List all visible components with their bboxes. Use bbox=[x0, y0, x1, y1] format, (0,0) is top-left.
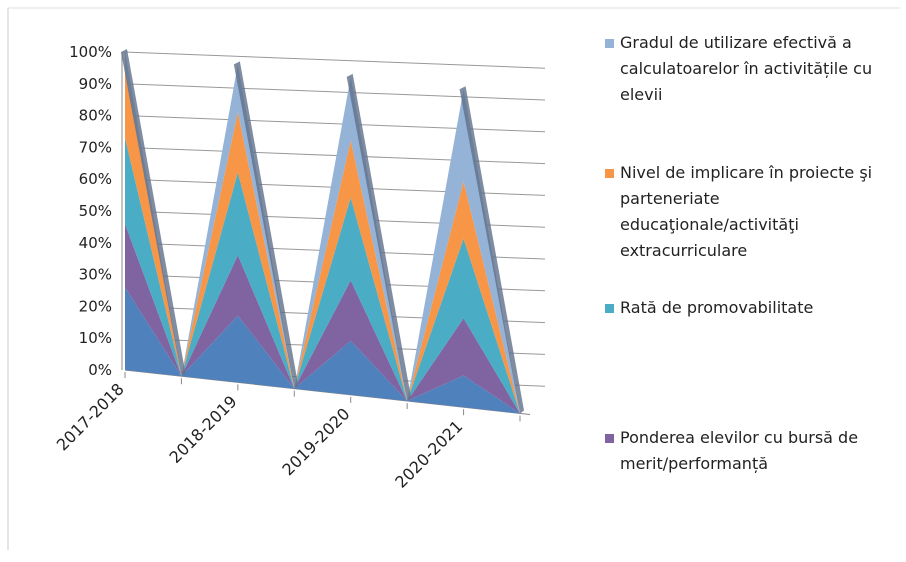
y-tick-label: 40% bbox=[79, 234, 112, 252]
x-tick-label: 2019-2020 bbox=[278, 404, 353, 479]
y-tick-label: 20% bbox=[79, 297, 112, 315]
legend-item: Nivel de implicare în proiecte şi parten… bbox=[605, 160, 895, 264]
legend-label: Gradul de utilizare efectivă a calculato… bbox=[620, 33, 873, 104]
legend-label: Rată de promovabilitate bbox=[620, 298, 814, 317]
legend-swatch bbox=[605, 39, 614, 48]
y-tick-label: 0% bbox=[88, 361, 112, 379]
x-tick-label: 2017-2018 bbox=[53, 379, 128, 454]
legend-swatch bbox=[605, 304, 614, 313]
y-tick-label: 70% bbox=[79, 138, 112, 156]
grid-line bbox=[124, 146, 546, 165]
legend-swatch bbox=[605, 434, 614, 443]
y-tick-label: 90% bbox=[79, 75, 112, 93]
depth-edge bbox=[233, 61, 299, 389]
x-tick-label: 2018-2019 bbox=[166, 392, 241, 467]
y-tick-label: 30% bbox=[79, 266, 112, 284]
legend-swatch bbox=[605, 169, 614, 178]
grid-line bbox=[124, 83, 546, 101]
depth-edge bbox=[459, 86, 524, 414]
y-tick-label: 60% bbox=[79, 170, 112, 188]
depth-edge bbox=[346, 73, 412, 402]
y-tick-label: 80% bbox=[79, 107, 112, 125]
grid-line bbox=[124, 115, 546, 133]
legend-item: Ponderea elevilor cu bursă de merit/perf… bbox=[605, 425, 895, 477]
y-tick-label: 100% bbox=[69, 43, 112, 61]
y-tick-label: 50% bbox=[79, 202, 112, 220]
depth-edge bbox=[121, 49, 186, 377]
legend-item: Gradul de utilizare efectivă a calculato… bbox=[605, 30, 895, 108]
legend-item: Rată de promovabilitate bbox=[605, 295, 895, 321]
legend-label: Ponderea elevilor cu bursă de merit/perf… bbox=[620, 428, 859, 473]
y-tick-label: 10% bbox=[79, 329, 112, 347]
area bbox=[125, 287, 520, 414]
area bbox=[125, 52, 520, 414]
legend-label: Nivel de implicare în proiecte şi parten… bbox=[620, 163, 873, 260]
x-tick-label: 2020-2021 bbox=[391, 417, 466, 492]
grid-line bbox=[124, 51, 546, 69]
